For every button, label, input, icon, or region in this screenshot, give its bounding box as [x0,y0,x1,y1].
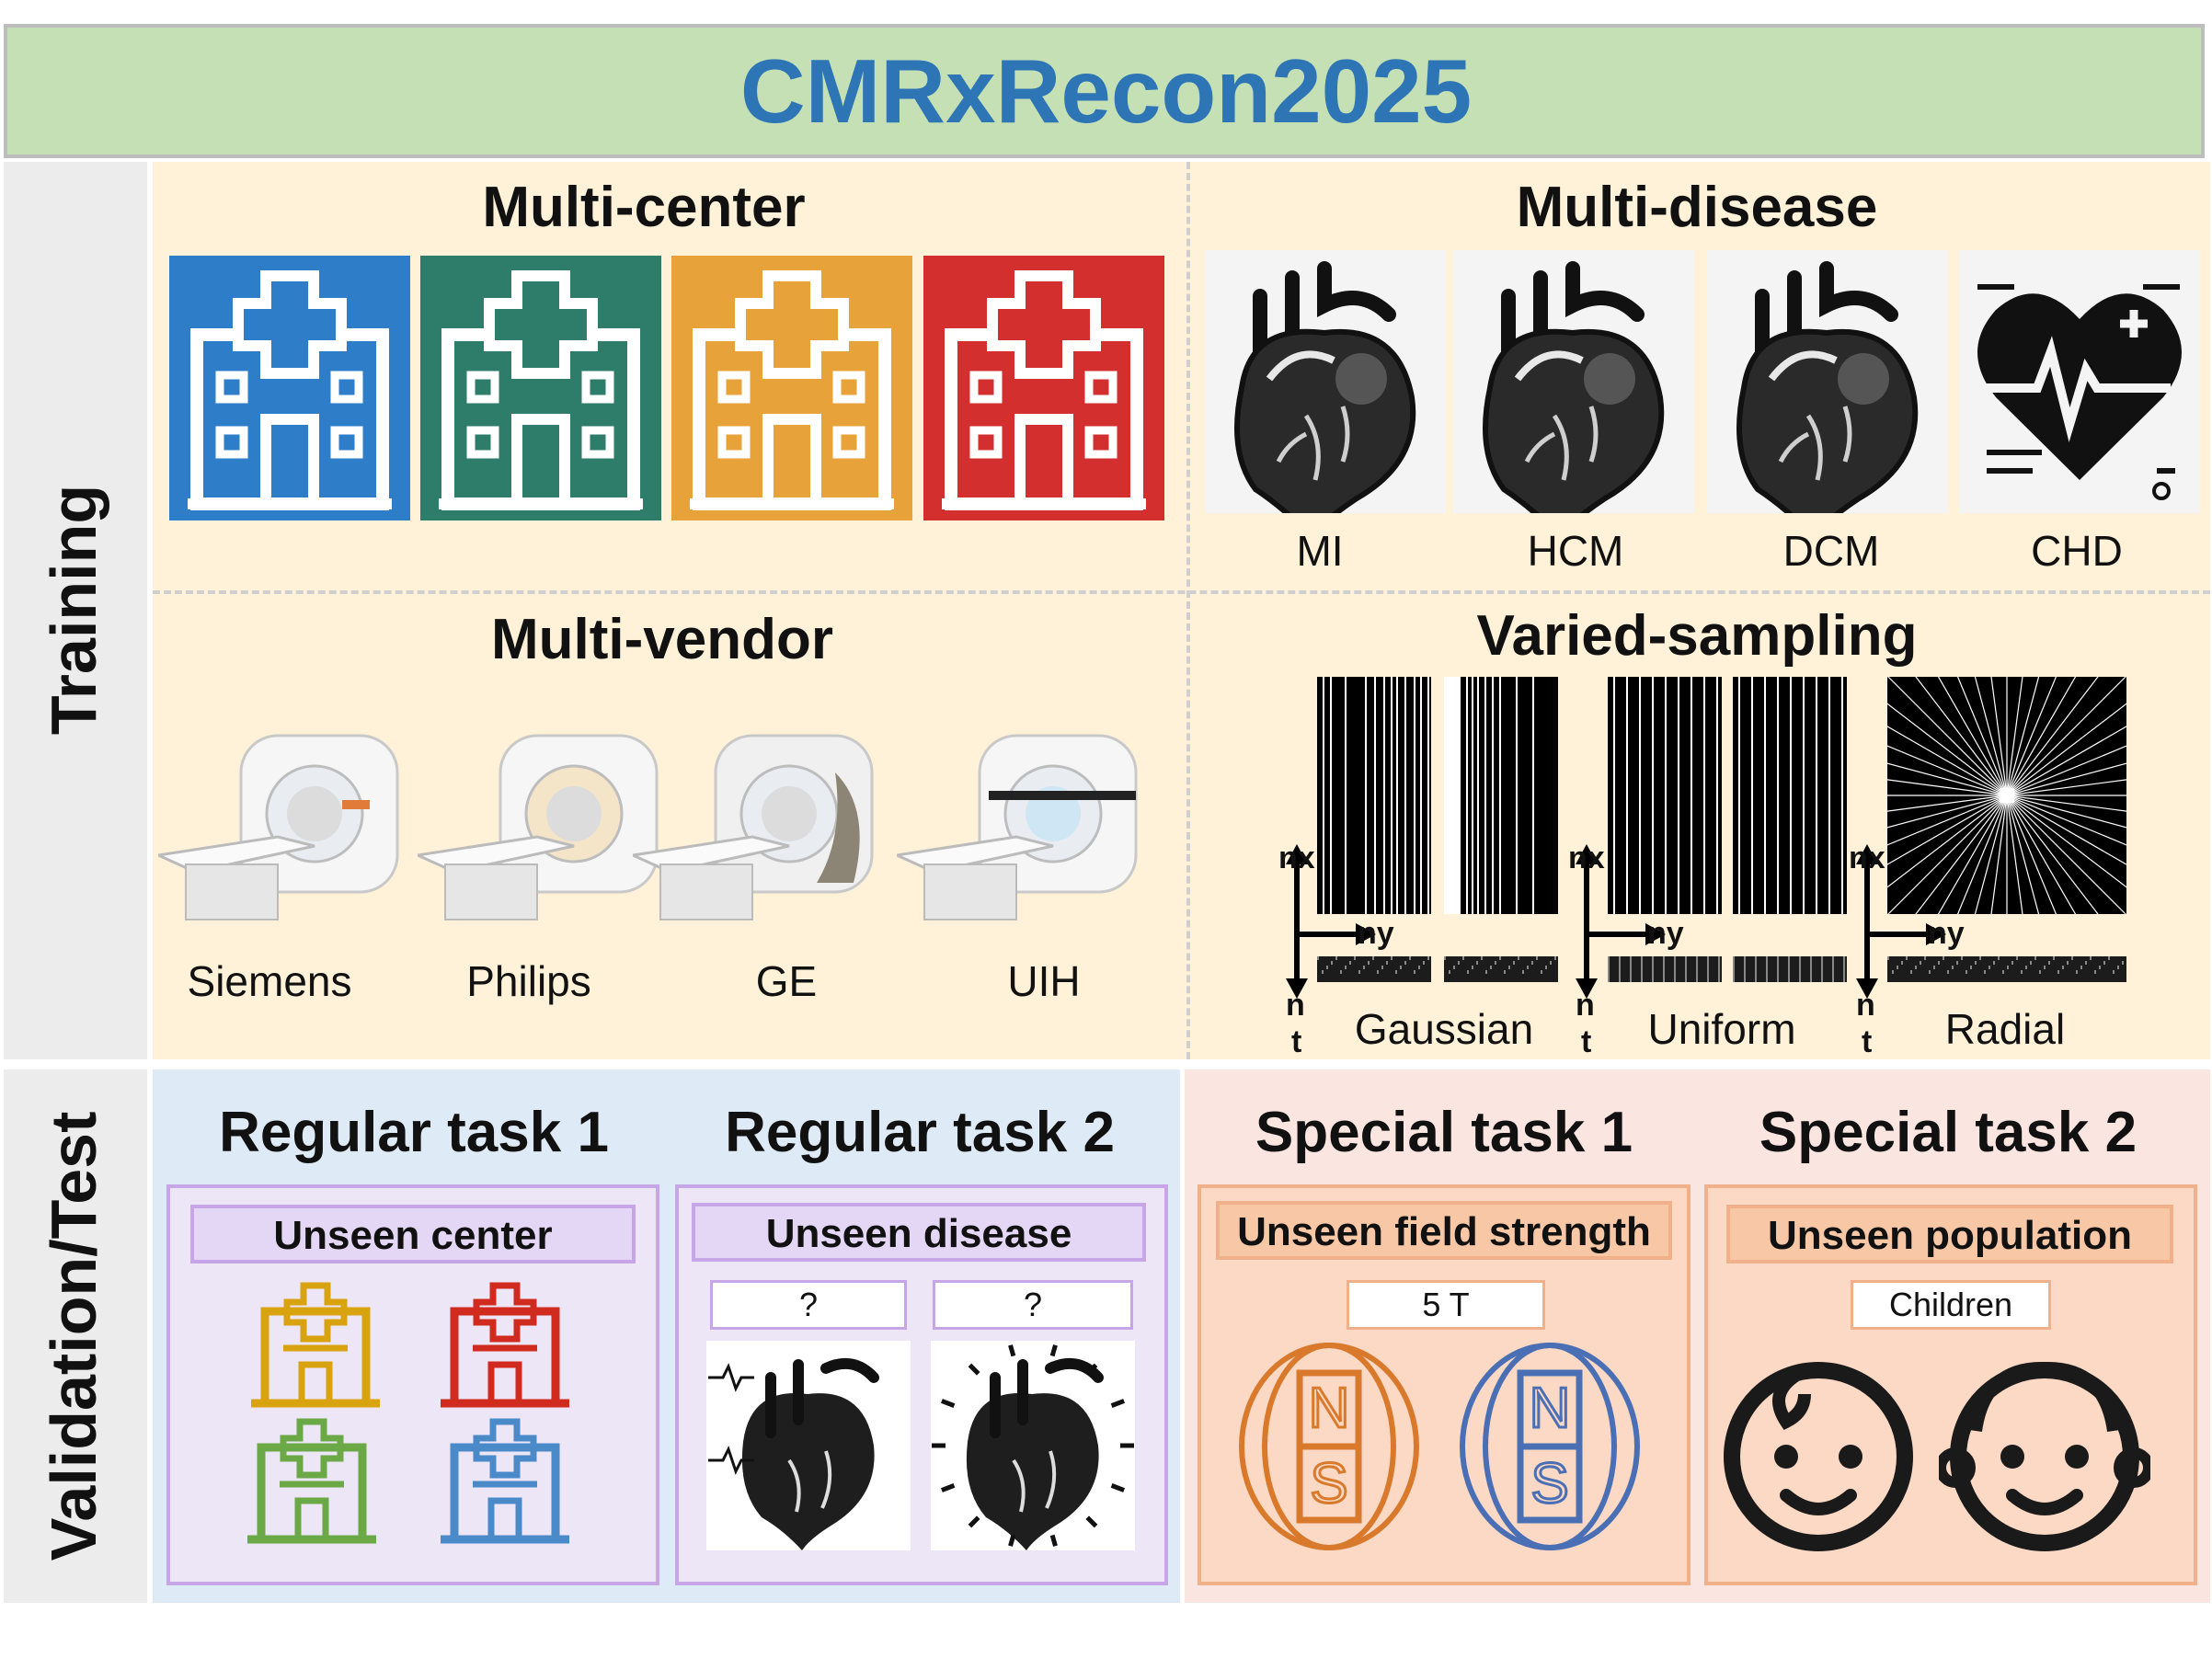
disease-label-dcm: DCM [1782,527,1880,575]
varied-sampling-title: Varied-sampling [1476,604,1918,668]
heart-icon-chd [1959,250,2200,513]
mri-scanner-icon-2 [418,734,659,920]
disease-label-chd: CHD [2031,527,2123,575]
radial-mask [1887,677,2126,914]
special-task-1-title: Special task 1 [1255,1101,1633,1164]
magnet-1-letter-s: S [1309,1451,1349,1517]
regular-task-1-title: Regular task 1 [219,1101,609,1164]
field-strength-value: 5 T [1347,1280,1545,1330]
axis-nx-label-1: nx [1278,840,1315,875]
unseen-field-strength-pill: Unseen field strength [1216,1201,1672,1260]
heart-icon-dcm [1707,250,1948,513]
unseen-disease-pill: Unseen disease [692,1203,1146,1262]
magnet-icon-1 [1239,1343,1419,1550]
magnet-2-letter-s: S [1530,1451,1570,1517]
population-value: Children [1851,1280,2051,1330]
unseen-hospital-icon-4 [441,1418,569,1544]
vendor-label-philips: Philips [466,957,591,1005]
unseen-heart-icon-2 [931,1341,1135,1550]
magnet-1-letter-n: N [1307,1376,1351,1442]
axis-t-label-1: t [1291,1024,1302,1059]
sampling-label-gaussian: Gaussian [1354,1005,1534,1053]
unseen-hospital-icon-3 [247,1418,376,1544]
axis-n-label-3: n [1856,988,1875,1023]
gaussian-mask-b [1444,677,1558,914]
unseen-center-pill: Unseen center [190,1205,636,1264]
heart-icon-hcm [1453,250,1694,513]
training-label: Training [38,484,109,736]
magnet-2-letter-n: N [1528,1376,1572,1442]
sampling-label-uniform: Uniform [1647,1005,1796,1053]
hospital-icon-2 [420,256,661,520]
vendor-label-ge: GE [755,957,818,1005]
unseen-heart-icon-1 [706,1341,911,1550]
axis-ny-label-3: ny [1928,916,1965,951]
multi-center-title: Multi-center [482,176,806,239]
unknown-disease-1: ? [710,1280,907,1330]
multi-vendor-title: Multi-vendor [491,608,833,671]
special-task-2-title: Special task 2 [1759,1101,2138,1164]
validation-label: Validation/Test [38,1111,109,1561]
disease-label-hcm: HCM [1527,527,1624,575]
diagram-title: CMRxRecon2025 [739,40,1473,142]
regular-task-2-title: Regular task 2 [725,1101,1115,1164]
unseen-hospital-icon-2 [441,1282,569,1408]
sampling-axis-1 [1286,844,1376,999]
hospital-icon-3 [671,256,912,520]
vendor-label-siemens: Siemens [187,957,352,1005]
axis-n-label-2: n [1576,988,1595,1023]
time-strip-5 [1887,956,2126,982]
sampling-axis-2 [1576,844,1666,999]
time-strip-4 [1733,956,1847,982]
axis-ny-label-1: ny [1358,916,1394,951]
time-strip-1 [1317,956,1431,982]
magnet-icon-2 [1460,1343,1640,1550]
hospital-icon-4 [923,256,1164,520]
disease-label-mi: MI [1296,527,1344,575]
training-divider-horizontal [153,590,2210,594]
axis-n-label-1: n [1286,988,1305,1023]
baby-face-icon [1724,1362,1913,1551]
unseen-population-pill: Unseen population [1726,1205,2173,1264]
title-banner [4,24,2205,158]
child-face-icon [1939,1361,2150,1551]
mri-scanner-icon-3 [633,734,874,920]
hospital-icon-1 [169,256,410,520]
training-divider-vertical [1186,162,1190,1059]
time-strip-3 [1608,956,1722,982]
uniform-mask-b [1733,677,1847,914]
axis-t-label-3: t [1862,1024,1873,1059]
heart-icon-mi [1205,250,1446,513]
unseen-hospital-icon-1 [251,1282,380,1408]
time-strip-2 [1444,956,1558,982]
axis-nx-label-2: nx [1568,840,1605,875]
mri-scanner-icon-4 [897,734,1138,920]
vendor-label-uih: UIH [1007,957,1081,1005]
sampling-label-radial: Radial [1944,1005,2066,1053]
unknown-disease-2: ? [933,1280,1133,1330]
gaussian-mask-a [1317,677,1431,914]
mri-scanner-icon-1 [158,734,399,920]
axis-nx-label-3: nx [1849,840,1885,875]
axis-t-label-2: t [1581,1024,1592,1059]
axis-ny-label-2: ny [1647,916,1684,951]
training-side-panel [4,162,147,1059]
validation-side-panel [4,1069,147,1603]
sampling-axis-3 [1856,844,1946,999]
multi-disease-title: Multi-disease [1516,176,1878,239]
uniform-mask-a [1608,677,1722,914]
